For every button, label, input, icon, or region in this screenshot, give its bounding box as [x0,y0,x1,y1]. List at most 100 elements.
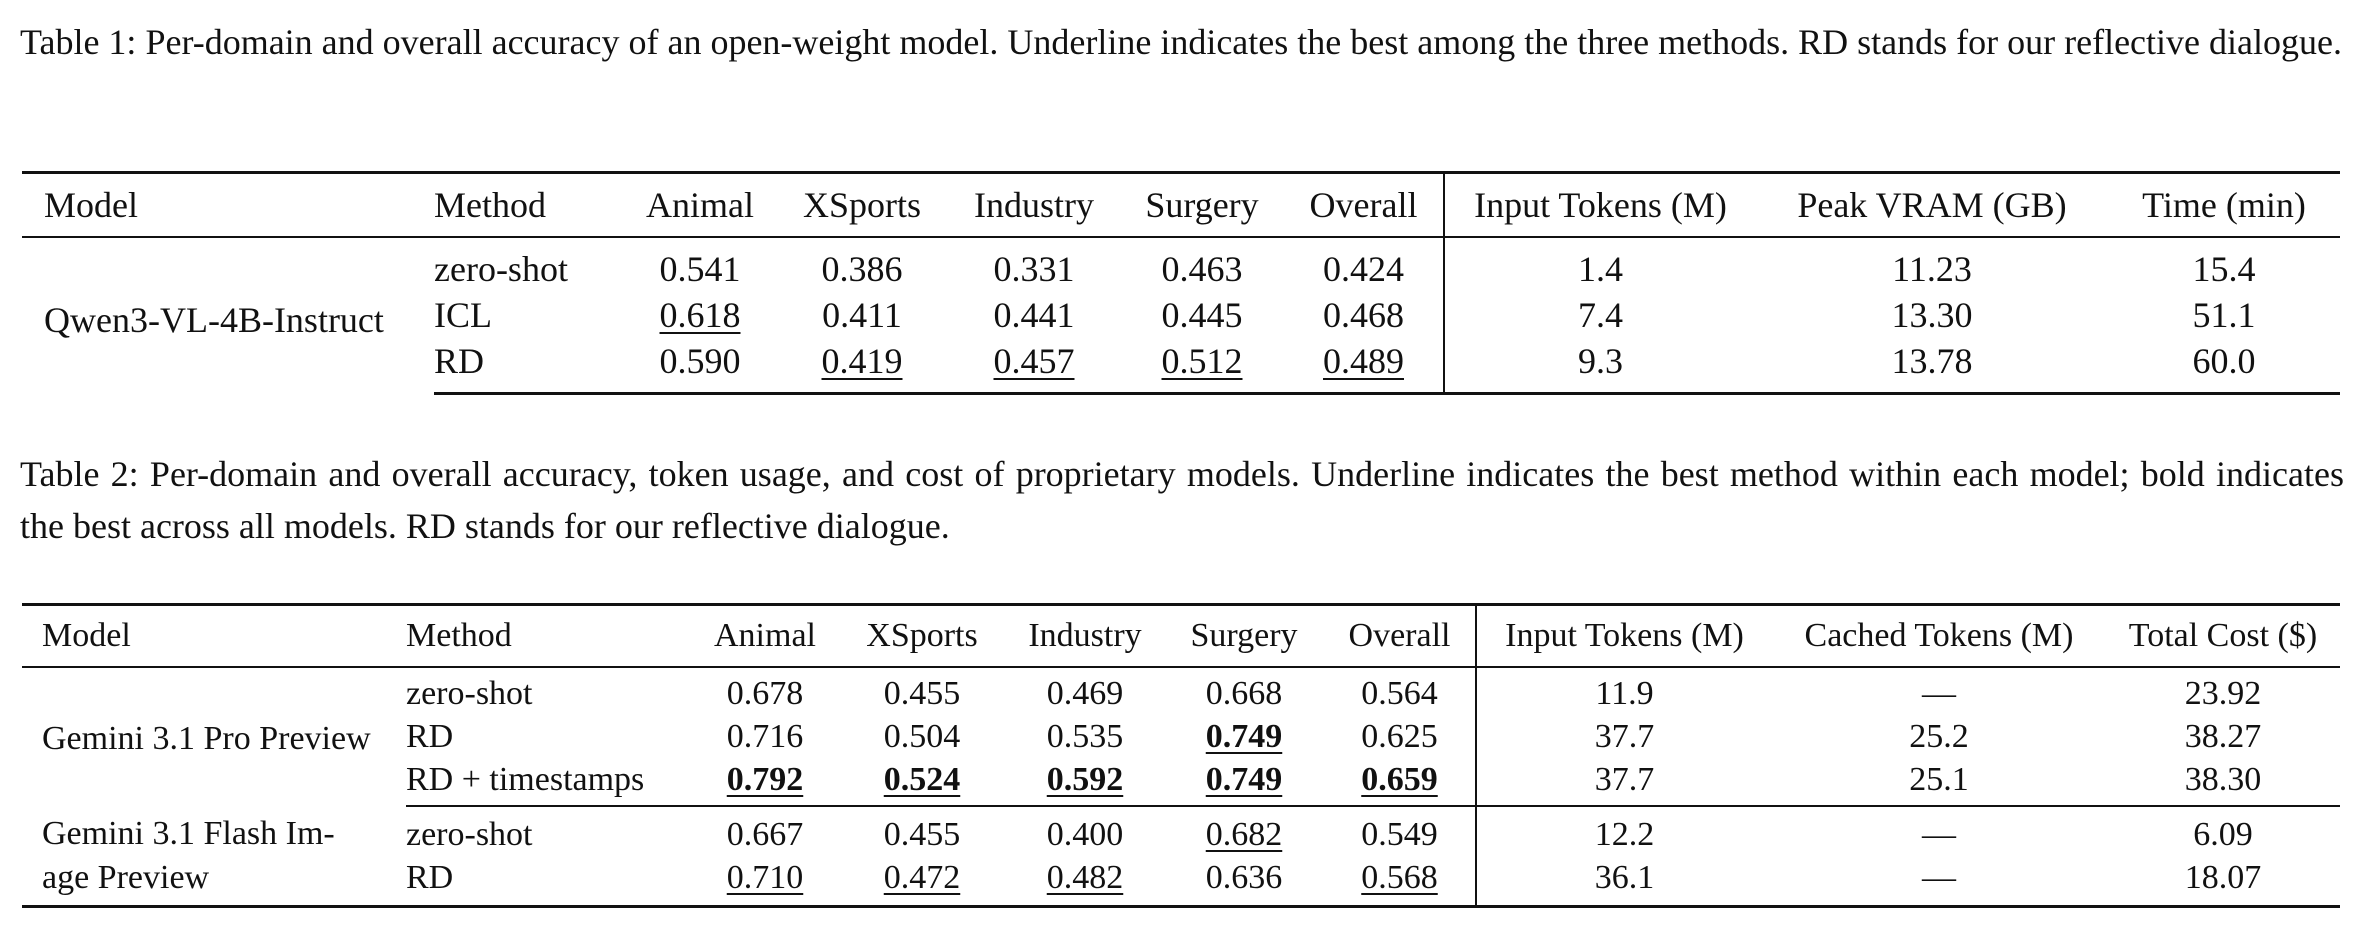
input-tokens-cell: 12.2 [1594,815,1655,853]
input-tokens-cell: 37.7 [1594,717,1655,755]
cached-tokens-cell: 25.2 [1909,717,1969,755]
total-cost-cell: 38.27 [2184,717,2262,755]
header-total-cost: Total Cost ($) [2106,603,2340,668]
xsports-cell: 0.386 [821,249,903,289]
xsports-cell: 0.411 [822,295,902,335]
header-surgery: Surgery [1120,171,1284,238]
method-cell: zero-shot [406,674,533,712]
industry-cell: 0.331 [993,249,1075,289]
xsports-cell: 0.524 [883,760,961,798]
surgery-cell: 0.668 [1205,674,1283,712]
method-cell: RD + timestamps [406,758,692,807]
header-animal: Animal [624,171,776,238]
surgery-cell: 0.463 [1161,249,1243,289]
overall-cell: 0.625 [1324,715,1477,758]
vram-cell: 11.23 [1892,249,1972,289]
table-row: RD 0.716 0.504 0.535 0.749 0.625 37.7 25… [22,715,2340,758]
xsports-cell: 0.419 [821,341,903,381]
table1: Model Method Animal XSports Industry Sur… [22,171,2340,395]
industry-cell: 0.457 [993,341,1075,381]
table-row: ICL 0.618 0.411 0.441 0.445 0.468 7.4 13… [22,292,2340,338]
overall-cell: 0.468 [1284,292,1445,338]
surgery-cell: 0.682 [1205,815,1283,853]
model-name: Qwen3-VL-4B-Instruct [44,299,384,340]
method-cell: ICL [434,295,492,335]
table2-caption: Table 2: Per-domain and overall accuracy… [20,454,2344,546]
table-row: age Preview RD 0.710 0.472 0.482 0.636 0… [22,856,2340,908]
animal-cell: 0.678 [726,674,804,712]
xsports-cell: 0.472 [883,858,961,896]
model-name: Gemini 3.1 Pro Preview [42,720,371,757]
table-row: Qwen3-VL-4B-Instruct zero-shot 0.541 0.3… [22,237,2340,340]
table-row: RD 0.590 0.419 0.457 0.512 0.489 9.3 13.… [22,338,2340,395]
method-cell: RD [406,717,454,755]
table-row: Gemini 3.1 Flash Im- zero-shot 0.667 0.4… [22,806,2340,856]
header-time: Time (min) [2108,171,2340,238]
header-industry: Industry [948,171,1120,238]
animal-cell: 0.716 [726,717,804,755]
overall-cell: 0.568 [1361,858,1438,896]
model-name-line1: Gemini 3.1 Flash Im- [42,815,335,852]
header-overall: Overall [1324,603,1477,668]
header-xsports: XSports [838,603,1006,668]
xsports-cell: 0.455 [883,674,961,712]
xsports-cell: 0.504 [883,717,961,755]
animal-cell: 0.590 [624,338,776,395]
cached-tokens-cell: 25.1 [1772,758,2106,807]
input-tokens-cell: 11.9 [1595,674,1654,712]
header-input-tokens: Input Tokens (M) [1476,603,1772,668]
header-industry: Industry [1006,603,1164,668]
table-row: RD + timestamps 0.792 0.524 0.592 0.749 … [22,758,2340,807]
header-model: Model [22,603,406,668]
industry-cell: 0.592 [1046,760,1124,798]
surgery-cell: 0.445 [1161,295,1243,335]
method-cell: zero-shot [434,249,568,289]
cached-tokens-cell: — [1922,674,1956,712]
input-tokens-cell: 9.3 [1444,338,1756,395]
method-cell: RD [434,338,624,395]
table-row: Gemini 3.1 Pro Preview zero-shot 0.678 0… [22,667,2340,757]
total-cost-cell: 23.92 [2184,674,2262,712]
header-peak-vram: Peak VRAM (GB) [1756,171,2108,238]
total-cost-cell: 38.30 [2106,758,2340,807]
cached-tokens-cell: — [1922,815,1956,853]
animal-cell: 0.710 [726,858,804,896]
overall-cell: 0.549 [1324,806,1477,856]
table1-caption: Table 1: Per-domain and overall accuracy… [20,22,2342,62]
animal-cell: 0.792 [726,760,804,798]
industry-cell: 0.441 [993,295,1075,335]
cached-tokens-cell: — [1772,856,2106,908]
method-cell: zero-shot [406,815,533,853]
overall-cell: 0.659 [1361,760,1438,798]
industry-cell: 0.535 [1046,717,1124,755]
header-animal: Animal [692,603,838,668]
method-cell: RD [406,856,692,908]
total-cost-cell: 6.09 [2193,815,2253,853]
overall-cell: 0.564 [1324,667,1477,715]
header-overall: Overall [1284,171,1445,238]
input-tokens-cell: 37.7 [1476,758,1772,807]
table1-header-row: Model Method Animal XSports Industry Sur… [22,171,2340,238]
input-tokens-cell: 36.1 [1476,856,1772,908]
total-cost-cell: 18.07 [2106,856,2340,908]
input-tokens-cell: 7.4 [1578,295,1623,335]
vram-cell: 13.78 [1756,338,2108,395]
time-cell: 15.4 [2192,249,2256,289]
header-model: Model [22,171,434,238]
header-input-tokens: Input Tokens (M) [1444,171,1756,238]
header-surgery: Surgery [1164,603,1324,668]
animal-cell: 0.618 [659,295,741,335]
xsports-cell: 0.455 [883,815,961,853]
animal-cell: 0.541 [659,249,741,289]
overall-cell: 0.424 [1284,237,1445,292]
header-cached-tokens: Cached Tokens (M) [1772,603,2106,668]
vram-cell: 13.30 [1891,295,1973,335]
table2-header-row: Model Method Animal XSports Industry Sur… [22,603,2340,668]
input-tokens-cell: 1.4 [1578,249,1623,289]
time-cell: 51.1 [2192,295,2256,335]
surgery-cell: 0.749 [1205,760,1283,798]
surgery-cell: 0.749 [1205,717,1283,755]
surgery-cell: 0.512 [1161,341,1243,381]
industry-cell: 0.482 [1046,858,1124,896]
model-name-line2: age Preview [22,856,406,908]
